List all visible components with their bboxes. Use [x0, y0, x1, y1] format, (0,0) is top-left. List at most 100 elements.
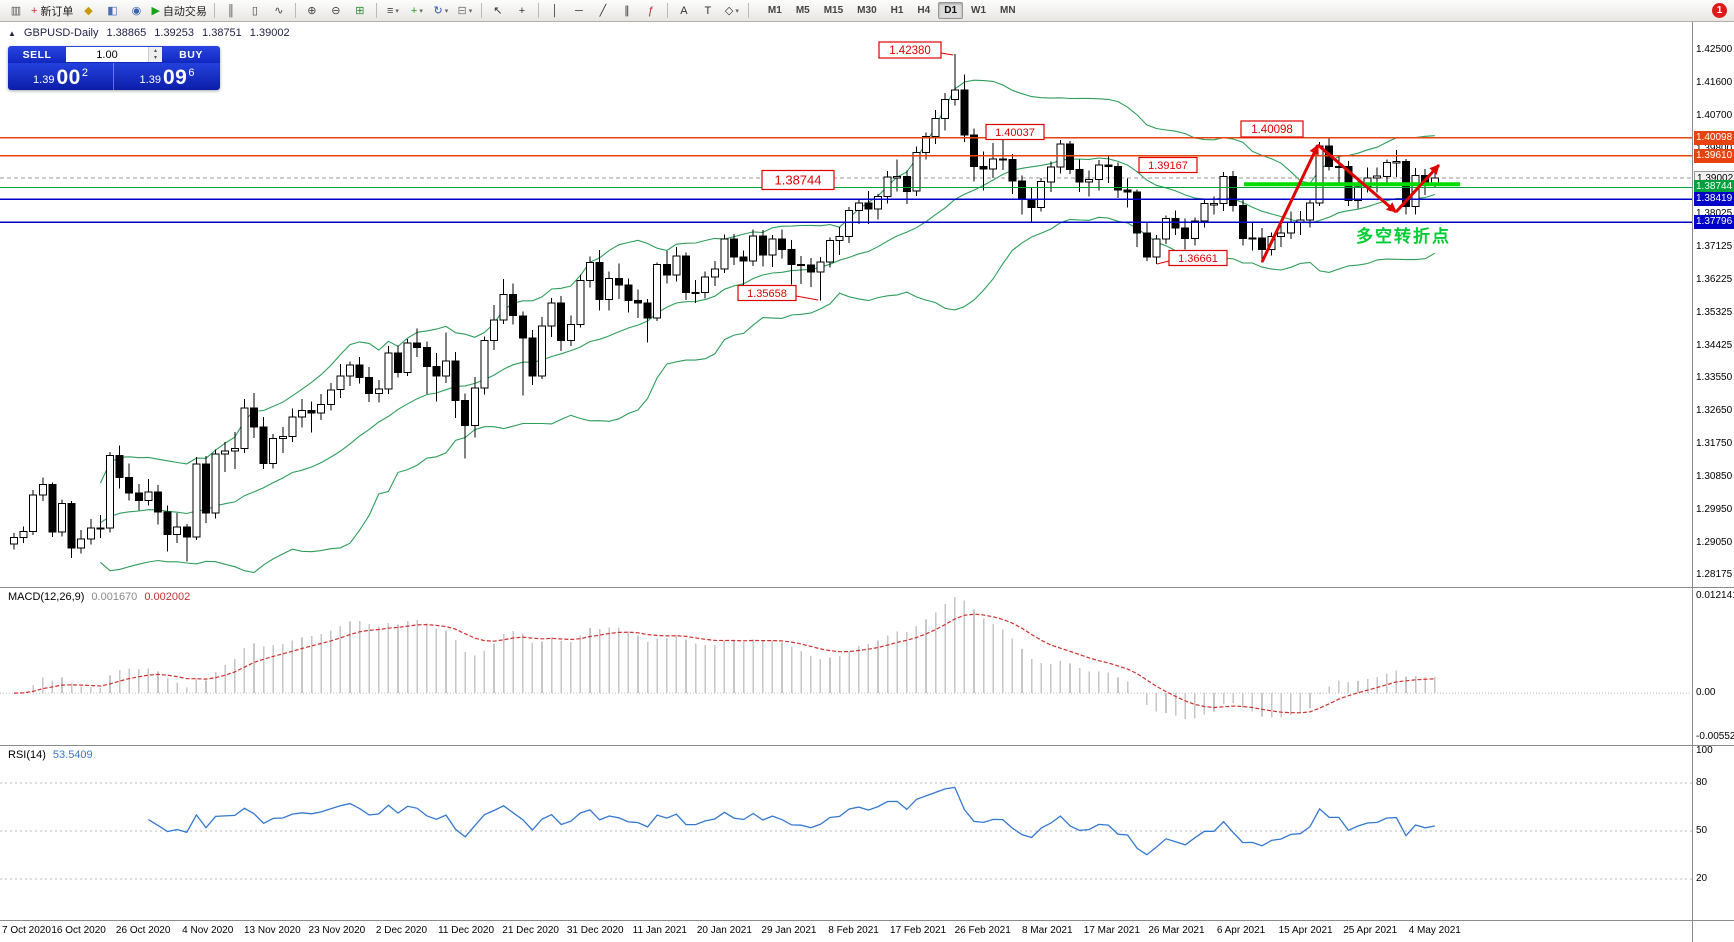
rsi-pane[interactable] [0, 745, 1692, 920]
zoom-out-button[interactable]: ⊖ [325, 2, 347, 20]
price-axis[interactable]: 1.425001.416001.407001.398001.389001.380… [1692, 22, 1734, 942]
channel-button[interactable]: ∥ [616, 2, 638, 20]
bar-chart-type-button[interactable]: ║ [220, 2, 242, 20]
price-callout[interactable]: 1.38744 [761, 169, 835, 191]
terminal-icon: ◉ [131, 5, 142, 17]
pane-separator[interactable] [0, 587, 1734, 588]
add-indicator-icon: + [410, 4, 418, 17]
turning-point-note[interactable]: 多空转折点 [1356, 226, 1451, 246]
sell-button[interactable]: SELL [22, 48, 52, 61]
time-label: 29 Jan 2021 [761, 925, 817, 936]
line-chart-type-button[interactable]: ∿ [268, 2, 290, 20]
new-chart-button[interactable]: ▥ [5, 2, 27, 20]
autotrade-button[interactable]: ▶ 自动交易 [149, 2, 208, 20]
svg-text:1.42380: 1.42380 [889, 45, 931, 57]
ohlc-open: 1.38865 [106, 27, 147, 39]
sell-price[interactable]: 1.39 00 2 [8, 63, 114, 90]
market-watch-button[interactable]: ◆ [77, 2, 99, 20]
chart-area: 1.42380 1.40037 1.40098 1.39167 1.38744 1.366… [0, 22, 1734, 942]
price-callouts[interactable]: 1.42380 1.40037 1.40098 1.39167 1.38744 1.366… [737, 41, 1304, 302]
price-tick: 1.42500 [1696, 43, 1733, 55]
pane-separator[interactable] [0, 745, 1734, 746]
buy-button[interactable]: BUY [179, 48, 203, 61]
symbol-name: GBPUSD-Daily [23, 27, 99, 39]
price-chart[interactable]: 1.42380 1.40037 1.40098 1.39167 1.38744 1.366… [0, 22, 1692, 587]
indicators-icon: ≡ [386, 4, 394, 17]
sell-price-big: 00 [56, 66, 81, 89]
price-callout[interactable]: 1.40098 [1240, 120, 1304, 138]
time-label: 26 Oct 2020 [115, 925, 171, 936]
macd-axis-label: -0.005523 [1696, 731, 1734, 743]
timeframe-m15[interactable]: M15 [823, 5, 844, 16]
period-button[interactable]: ↻ ▾ [430, 2, 452, 20]
crosshair-button[interactable]: + [511, 2, 533, 20]
text-button[interactable]: A [673, 2, 695, 20]
new-order-button[interactable]: + 新订单 [29, 2, 75, 20]
macd-axis-label: 0.012141 [1696, 590, 1734, 602]
price-tick: 1.29050 [1696, 536, 1733, 548]
price-callout[interactable]: 1.39167 [1138, 156, 1198, 174]
tile-windows-icon: ⊞ [355, 5, 365, 17]
timeframe-d1[interactable]: D1 [938, 2, 964, 19]
time-axis[interactable]: 7 Oct 2020 16 Oct 2020 26 Oct 2020 4 Nov 20… [0, 920, 1692, 942]
timeframe-mn[interactable]: MN [1000, 5, 1016, 16]
dropdown-arrow-icon: ▾ [395, 7, 399, 15]
timeframe-m30[interactable]: M30 [857, 5, 877, 16]
timeframe-w1[interactable]: W1 [971, 5, 987, 16]
timeframe-h1[interactable]: H1 [890, 5, 904, 16]
market-watch-icon: ◆ [84, 5, 93, 17]
trendline-button[interactable]: ╱ [592, 2, 614, 20]
price-callout[interactable]: 1.40037 [985, 123, 1045, 141]
text-label-button[interactable]: T [697, 2, 719, 20]
time-label: 25 Apr 2021 [1343, 925, 1398, 936]
trend-arrows[interactable] [1260, 143, 1441, 263]
price-tick: 1.32650 [1696, 404, 1733, 416]
toolbar-separator [213, 3, 215, 18]
macd-name: MACD(12,26,9) [8, 591, 85, 603]
indicators-button[interactable]: ≡ ▾ [382, 2, 404, 20]
data-window-button[interactable]: ◧ [101, 2, 123, 20]
volume-decrease-button[interactable]: ▾ [149, 54, 162, 62]
timeframe-h4[interactable]: H4 [917, 5, 931, 16]
terminal-button[interactable]: ◉ [125, 2, 147, 20]
notification-badge[interactable]: 1 [1712, 3, 1727, 18]
fibonacci-button[interactable]: ƒ [640, 2, 662, 20]
timeframe-m1[interactable]: M1 [767, 5, 782, 16]
volume-input[interactable] [66, 47, 148, 62]
cursor-button[interactable]: ↖ [487, 2, 509, 20]
price-tick: 1.31750 [1696, 437, 1733, 449]
horizontal-price-lines[interactable] [0, 137, 1692, 223]
tile-windows-button[interactable]: ⊞ [349, 2, 371, 20]
dropdown-arrow-icon: ▾ [444, 7, 449, 15]
timeframe-m5[interactable]: M5 [795, 5, 810, 16]
horizontal-line-button[interactable]: ─ [568, 2, 590, 20]
candles [10, 54, 1439, 562]
price-callout[interactable]: 1.35658 [737, 284, 819, 302]
toolbar-separator [666, 3, 668, 18]
time-label: 11 Dec 2020 [438, 925, 495, 936]
line-chart-type-icon: ∿ [274, 5, 284, 17]
time-label: 26 Mar 2021 [1148, 925, 1205, 936]
time-label: 23 Nov 2020 [308, 925, 366, 936]
sell-price-pip: 2 [81, 67, 88, 79]
time-label: 7 Oct 2020 [2, 925, 51, 936]
autotrade-button-text: 自动交易 [162, 5, 207, 18]
shapes-button[interactable]: ◇ ▾ [721, 2, 743, 20]
time-label: 17 Feb 2021 [890, 925, 947, 936]
price-tick: 1.36225 [1696, 273, 1733, 285]
toolbar-separator [747, 3, 749, 18]
macd-pane[interactable] [0, 587, 1692, 745]
templates-button[interactable]: ⊟ ▾ [454, 2, 476, 20]
rsi-label: RSI(14) 53.5409 [8, 749, 93, 761]
zoom-in-button[interactable]: ⊕ [301, 2, 323, 20]
add-indicator-button[interactable]: + ▾ [406, 2, 428, 20]
buy-price[interactable]: 1.39 09 6 [114, 63, 220, 90]
price-callout[interactable]: 1.42380 [878, 41, 954, 59]
volume-increase-button[interactable]: ▴ [149, 47, 162, 55]
macd-label: MACD(12,26,9) 0.001670 0.002002 [8, 591, 190, 603]
trade-panel-collapse-icon[interactable]: ▲ [8, 28, 16, 38]
price-callout[interactable]: 1.36661 [1156, 249, 1228, 267]
candlestick-chart-type-button[interactable]: ▯ [244, 2, 266, 20]
vertical-line-button[interactable]: │ [544, 2, 566, 20]
